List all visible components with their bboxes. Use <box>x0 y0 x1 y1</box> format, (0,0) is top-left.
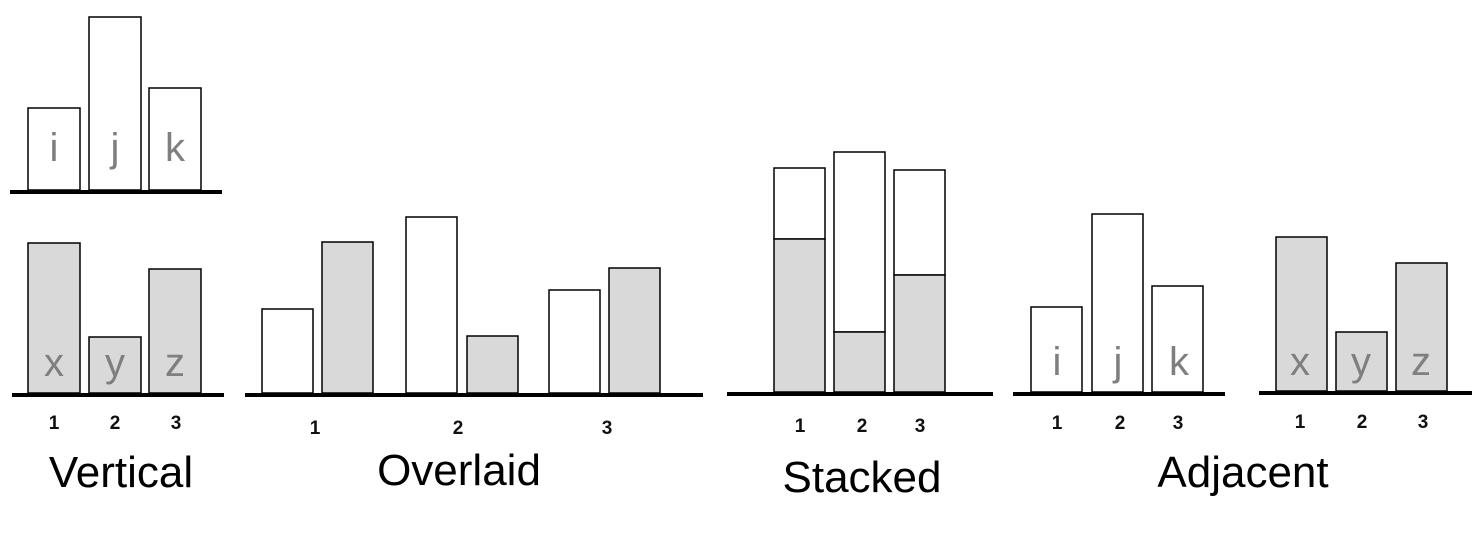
stacked-white-segment-3 <box>893 169 946 276</box>
stacked-panel: 1 2 3 Stacked <box>727 151 993 502</box>
adjacent-left-label-k: k <box>1169 340 1190 384</box>
stacked-tick-2: 2 <box>857 416 868 437</box>
vertical-top-label-i: i <box>50 126 59 170</box>
vertical-bottom-label-x: x <box>44 341 64 385</box>
adjacent-right-label-x: x <box>1290 340 1310 384</box>
overlaid-white-bar-2 <box>405 216 458 394</box>
adjacent-left-chart: i j k 1 2 3 <box>1013 213 1225 434</box>
vertical-bottom-chart: x y z 1 2 3 <box>12 242 224 434</box>
adjacent-left-tick-2: 2 <box>1115 413 1126 434</box>
stacked-white-segment-2 <box>833 151 886 333</box>
overlaid-tick-3: 3 <box>602 418 613 439</box>
adjacent-title: Adjacent <box>1157 448 1328 497</box>
vertical-top-label-j: j <box>110 126 120 170</box>
overlaid-tick-2: 2 <box>453 418 464 439</box>
adjacent-left-bar-k <box>1151 285 1204 393</box>
adjacent-left-label-i: i <box>1053 340 1062 384</box>
vertical-top-bar-j <box>88 16 142 191</box>
adjacent-right-bar-y <box>1335 331 1388 392</box>
vertical-bottom-label-y: y <box>105 341 125 385</box>
overlaid-white-bar-3 <box>548 289 601 394</box>
vertical-bottom-bar-y <box>88 336 142 394</box>
overlaid-gray-bar-3 <box>608 267 661 394</box>
adjacent-right-bar-z <box>1395 262 1448 392</box>
vertical-panel: i j k x y z 1 2 3 Vertical <box>10 16 224 497</box>
vertical-bottom-bar-x <box>27 242 81 394</box>
overlaid-gray-bar-1 <box>321 241 374 394</box>
adjacent-right-chart: x y z 1 2 3 <box>1259 236 1472 433</box>
vertical-title: Vertical <box>49 448 193 497</box>
vertical-top-label-k: k <box>165 126 186 170</box>
stacked-tick-3: 3 <box>915 416 926 437</box>
adjacent-left-label-j: j <box>1113 340 1123 384</box>
stacked-gray-segment-3 <box>893 274 946 393</box>
adjacent-left-bar-i <box>1030 306 1083 393</box>
adjacent-right-tick-3: 3 <box>1418 412 1429 433</box>
overlaid-white-bar-1 <box>261 308 314 394</box>
vertical-bottom-bar-z <box>148 268 202 394</box>
overlaid-title: Overlaid <box>377 446 541 495</box>
adjacent-left-tick-1: 1 <box>1052 413 1063 434</box>
adjacent-right-tick-1: 1 <box>1295 412 1306 433</box>
stacked-gray-segment-2 <box>833 331 886 393</box>
adjacent-panel: i j k 1 2 3 x y z 1 2 3 Adjacent <box>1013 213 1472 497</box>
stacked-white-segment-1 <box>773 167 826 240</box>
overlaid-gray-bar-2 <box>466 335 519 394</box>
vertical-top-chart: i j k <box>10 16 222 194</box>
overlaid-tick-1: 1 <box>310 418 321 439</box>
vertical-top-bar-k <box>148 87 202 191</box>
vertical-top-bar-i <box>27 107 81 191</box>
adjacent-right-tick-2: 2 <box>1357 412 1368 433</box>
vertical-tick-2: 2 <box>110 413 121 434</box>
vertical-tick-1: 1 <box>49 413 60 434</box>
vertical-bottom-label-z: z <box>165 341 185 385</box>
stacked-title: Stacked <box>783 453 942 502</box>
adjacent-left-bar-j <box>1091 213 1144 393</box>
stacked-tick-1: 1 <box>795 416 806 437</box>
vertical-tick-3: 3 <box>171 413 182 434</box>
adjacent-right-label-z: z <box>1411 340 1431 384</box>
adjacent-left-tick-3: 3 <box>1173 413 1184 434</box>
adjacent-right-bar-x <box>1275 236 1328 392</box>
stacked-gray-segment-1 <box>773 238 826 393</box>
overlaid-panel: 1 2 3 Overlaid <box>245 216 703 495</box>
adjacent-right-label-y: y <box>1351 340 1371 384</box>
